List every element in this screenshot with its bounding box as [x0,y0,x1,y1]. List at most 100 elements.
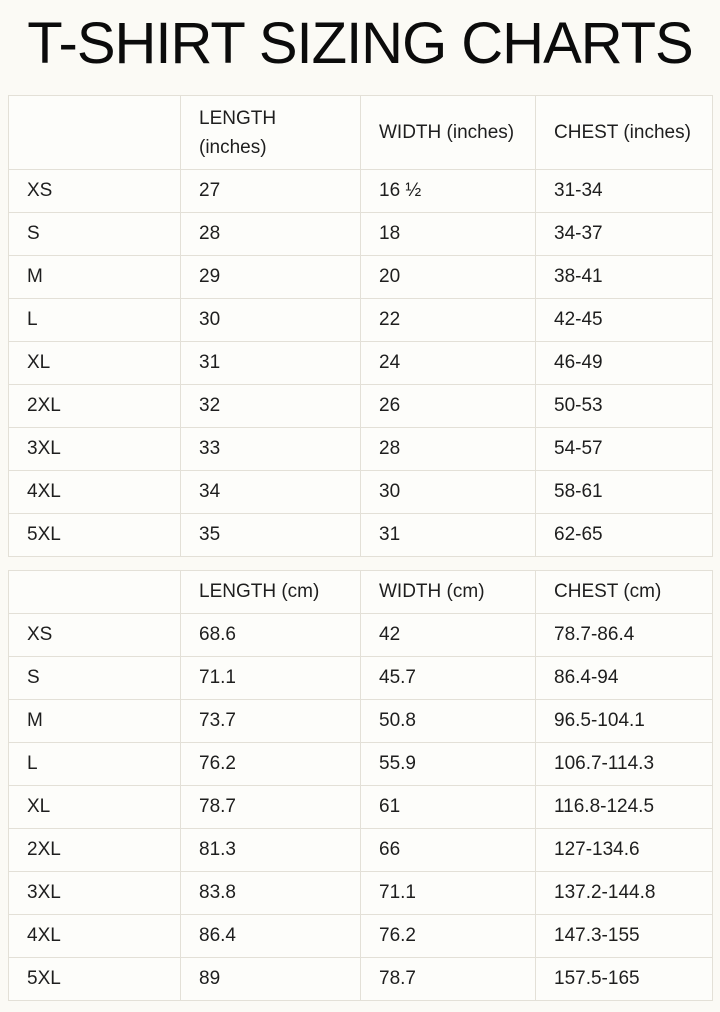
value-cell: 58-61 [535,470,713,514]
table-row: XS 68.6 42 78.7-86.4 [8,613,713,657]
table-row: L 76.2 55.9 106.7-114.3 [8,742,713,786]
value-cell: 31-34 [535,169,713,213]
value-cell: 18 [360,212,536,256]
value-cell: 62-65 [535,513,713,557]
value-cell: 30 [180,298,361,342]
table-row: M 73.7 50.8 96.5-104.1 [8,699,713,743]
table-row: XL 31 24 46-49 [8,341,713,385]
size-cell: 4XL [8,914,181,958]
table-row: 5XL 89 78.7 157.5-165 [8,957,713,1001]
value-cell: 27 [180,169,361,213]
column-header-label: CHEST (cm) [554,581,662,602]
value-cell: 31 [360,513,536,557]
size-cell: 2XL [8,828,181,872]
size-cell: 3XL [8,427,181,471]
value-cell: 73.7 [180,699,361,743]
value-cell: 96.5-104.1 [535,699,713,743]
sizing-table-inches: LENGTH (inches) WIDTH (inches) CHEST (inch… [8,95,713,557]
value-cell: 76.2 [360,914,536,958]
table-row: 4XL 34 30 58-61 [8,470,713,514]
value-cell: 55.9 [360,742,536,786]
size-cell: 5XL [8,513,181,557]
value-cell: 42-45 [535,298,713,342]
table-row: L 30 22 42-45 [8,298,713,342]
table-row: XL 78.7 61 116.8-124.5 [8,785,713,829]
value-cell: 78.7-86.4 [535,613,713,657]
table-row: S 71.1 45.7 86.4-94 [8,656,713,700]
size-cell: XL [8,785,181,829]
column-header: LENGTH (inches) [180,95,361,170]
column-header [8,570,181,614]
value-cell: 81.3 [180,828,361,872]
value-cell: 42 [360,613,536,657]
value-cell: 54-57 [535,427,713,471]
table-row: 3XL 83.8 71.1 137.2-144.8 [8,871,713,915]
column-header-label: CHEST (inches) [554,121,691,143]
value-cell: 86.4 [180,914,361,958]
size-cell: XL [8,341,181,385]
value-cell: 35 [180,513,361,557]
value-cell: 50-53 [535,384,713,428]
column-header-label: LENGTH (cm) [199,581,320,602]
value-cell: 147.3-155 [535,914,713,958]
size-cell: 2XL [8,384,181,428]
value-cell: 50.8 [360,699,536,743]
value-cell: 38-41 [535,255,713,299]
value-cell: 89 [180,957,361,1001]
size-cell: 4XL [8,470,181,514]
size-cell: L [8,742,181,786]
value-cell: 29 [180,255,361,299]
value-cell: 66 [360,828,536,872]
table-row: M 29 20 38-41 [8,255,713,299]
value-cell: 34-37 [535,212,713,256]
column-header [8,95,181,170]
value-cell: 30 [360,470,536,514]
column-header: LENGTH (cm) [180,570,361,614]
value-cell: 45.7 [360,656,536,700]
sizing-table-cm: LENGTH (cm) WIDTH (cm) CHEST (cm) XS 68.6 42 7… [8,570,713,1001]
column-header-label: WIDTH (cm) [379,581,485,602]
size-cell: XS [8,169,181,213]
header-row: LENGTH (cm) WIDTH (cm) CHEST (cm) [8,570,713,614]
column-header-label: LENGTH (inches) [199,107,277,158]
value-cell: 106.7-114.3 [535,742,713,786]
value-cell: 28 [360,427,536,471]
value-cell: 16 ½ [360,169,536,213]
table-row: 3XL 33 28 54-57 [8,427,713,471]
value-cell: 22 [360,298,536,342]
value-cell: 137.2-144.8 [535,871,713,915]
value-cell: 78.7 [360,957,536,1001]
size-cell: S [8,212,181,256]
value-cell: 26 [360,384,536,428]
value-cell: 61 [360,785,536,829]
value-cell: 71.1 [180,656,361,700]
size-cell: 3XL [8,871,181,915]
value-cell: 46-49 [535,341,713,385]
value-cell: 76.2 [180,742,361,786]
size-cell: XS [8,613,181,657]
value-cell: 78.7 [180,785,361,829]
table-row: XS 27 16 ½ 31-34 [8,169,713,213]
value-cell: 33 [180,427,361,471]
value-cell: 32 [180,384,361,428]
value-cell: 28 [180,212,361,256]
value-cell: 83.8 [180,871,361,915]
value-cell: 86.4-94 [535,656,713,700]
table-row: 5XL 35 31 62-65 [8,513,713,557]
column-header-label: WIDTH (inches) [379,121,515,143]
column-header: CHEST (cm) [535,570,713,614]
table-row: S 28 18 34-37 [8,212,713,256]
value-cell: 116.8-124.5 [535,785,713,829]
value-cell: 71.1 [360,871,536,915]
column-header: WIDTH (inches) [360,95,536,170]
value-cell: 68.6 [180,613,361,657]
size-cell: M [8,255,181,299]
size-cell: L [8,298,181,342]
page-title: T-SHIRT SIZING CHARTS [27,11,693,76]
value-cell: 157.5-165 [535,957,713,1001]
column-header: WIDTH (cm) [360,570,536,614]
value-cell: 24 [360,341,536,385]
size-cell: S [8,656,181,700]
table-row: 4XL 86.4 76.2 147.3-155 [8,914,713,958]
